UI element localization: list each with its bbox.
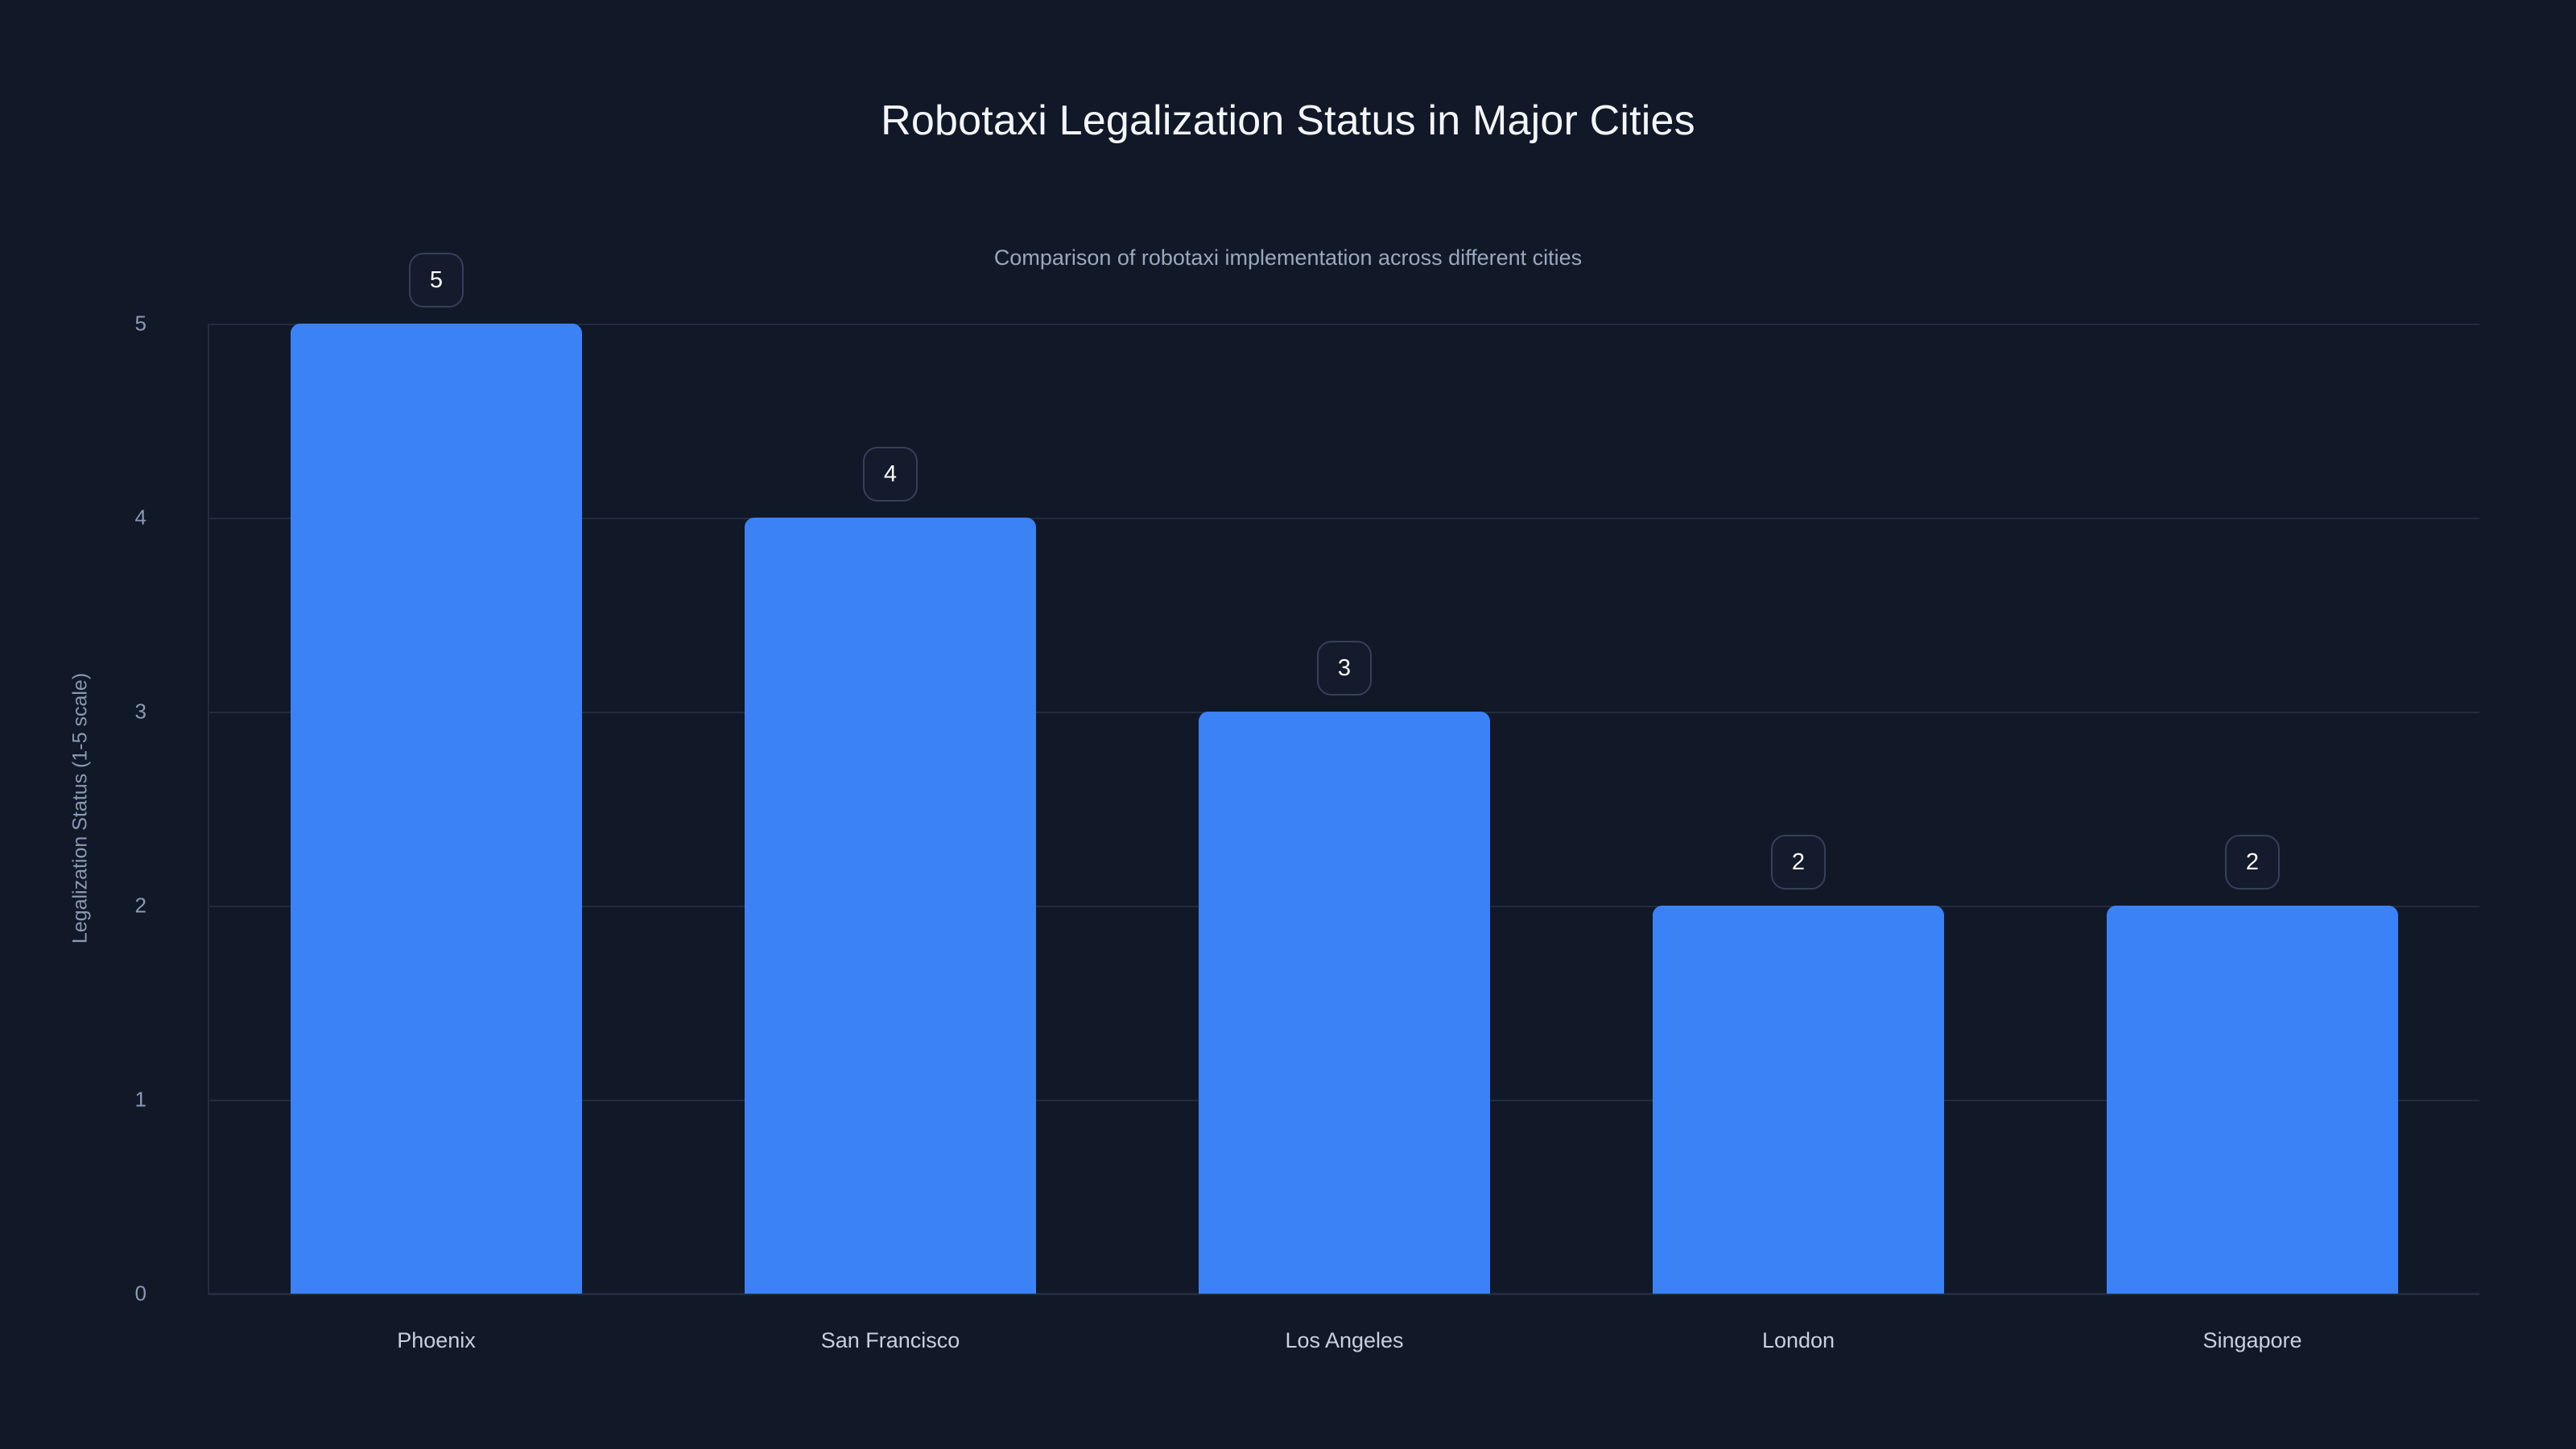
gridline	[209, 518, 2479, 519]
x-axis-tick-label: Singapore	[2202, 1328, 2302, 1352]
plot-area	[209, 324, 2479, 1295]
gridline	[209, 324, 2479, 325]
chart-subtitle: Comparison of robotaxi implementation ac…	[993, 246, 1583, 270]
y-axis-tick-label: 2	[134, 893, 147, 918]
x-axis-tick-label: London	[1761, 1328, 1835, 1352]
bar[interactable]	[290, 324, 583, 1294]
bar-value-label: 3	[1317, 641, 1372, 696]
bar-value-label: 5	[409, 253, 464, 308]
bar-value-label: 2	[2225, 835, 2280, 890]
y-axis-tick-label: 0	[134, 1281, 147, 1306]
bar[interactable]	[1652, 906, 1945, 1294]
bar[interactable]	[744, 518, 1037, 1294]
bar-value-label: 2	[1771, 835, 1826, 890]
y-axis-tick-label: 4	[134, 505, 147, 530]
y-axis-tick-label: 3	[134, 699, 147, 724]
bar-value-label: 4	[863, 447, 918, 502]
x-axis-tick-label: San Francisco	[820, 1328, 960, 1352]
y-axis-line	[208, 324, 209, 1295]
gridline	[209, 1294, 2479, 1295]
bar[interactable]	[2106, 906, 2399, 1294]
chart-title: Robotaxi Legalization Status in Major Ci…	[881, 97, 1695, 144]
x-axis-tick-label: Phoenix	[397, 1328, 476, 1352]
bar[interactable]	[1198, 712, 1491, 1294]
x-axis-tick-label: Los Angeles	[1285, 1328, 1404, 1352]
y-axis-tick-label: 5	[134, 311, 147, 336]
y-axis-tick-label: 1	[134, 1087, 147, 1112]
